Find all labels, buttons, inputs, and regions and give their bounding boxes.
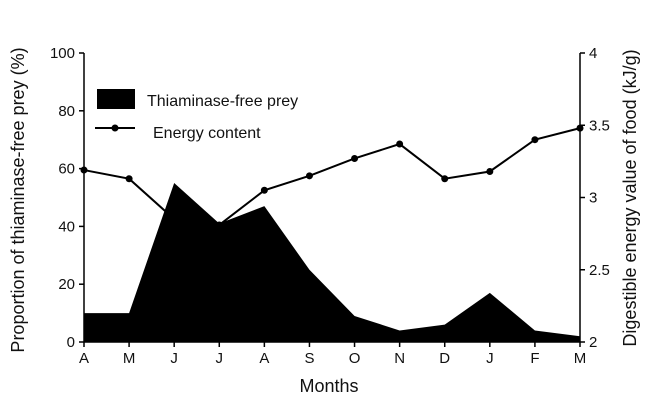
- y-right-tick-label-3: 3.5: [589, 117, 610, 134]
- x-tick-label-6: O: [349, 350, 361, 367]
- legend-area-swatch: [97, 89, 135, 109]
- y-right-tick-label-0: 2: [589, 334, 597, 351]
- x-tick-label-1: M: [123, 350, 136, 367]
- legend-line-label: Energy content: [153, 125, 261, 142]
- energy-point-1: [125, 175, 133, 183]
- y-left-tick-label-0: 0: [67, 334, 75, 351]
- energy-point-3: [215, 221, 223, 229]
- x-tick-label-5: S: [304, 350, 314, 367]
- energy-point-9: [486, 167, 494, 175]
- x-tick-label-4: A: [259, 350, 269, 367]
- legend: Thiaminase-free prey Energy content: [95, 89, 298, 142]
- x-tick-label-7: N: [394, 350, 405, 367]
- x-tick-label-8: D: [439, 350, 450, 367]
- x-tick-label-11: M: [574, 350, 587, 367]
- x-tick-label-2: J: [170, 350, 178, 367]
- energy-point-10: [531, 136, 539, 144]
- x-tick-label-0: A: [79, 350, 89, 367]
- legend-line-marker: [111, 124, 119, 132]
- y-left-tick-label-4: 80: [58, 103, 75, 120]
- area-thiaminase-free-prey: [84, 183, 580, 342]
- y-left-tick-label-3: 60: [58, 161, 75, 178]
- y-left-tick-label-2: 40: [58, 218, 75, 235]
- x-tick-label-10: F: [530, 350, 539, 367]
- x-axis-title: Months: [299, 376, 358, 396]
- energy-point-4: [260, 186, 268, 194]
- energy-point-2: [170, 215, 178, 223]
- energy-point-5: [305, 172, 313, 180]
- y-axis-left-title: Proportion of thiaminase-free prey (%): [8, 47, 28, 352]
- y-right-tick-label-1: 2.5: [589, 262, 610, 279]
- axis-layer: 0 20 40 60 80 100 2 2.5 3 3.5 4 A M J J A S O N D J F M: [50, 45, 610, 367]
- x-tick-label-3: J: [216, 350, 224, 367]
- energy-point-7: [396, 140, 404, 148]
- y-left-tick-label-5: 100: [50, 45, 75, 62]
- y-axis-right-title: Digestible energy value of food (kJ/g): [620, 49, 640, 346]
- energy-point-6: [351, 154, 359, 162]
- y-right-tick-label-4: 4: [589, 45, 597, 62]
- energy-point-8: [441, 175, 449, 183]
- x-tick-label-9: J: [486, 350, 494, 367]
- y-right-tick-label-2: 3: [589, 190, 597, 207]
- plot-layer: [80, 124, 584, 342]
- legend-area-label: Thiaminase-free prey: [147, 93, 298, 110]
- line-energy-content: [83, 127, 581, 226]
- y-left-tick-label-1: 20: [58, 276, 75, 293]
